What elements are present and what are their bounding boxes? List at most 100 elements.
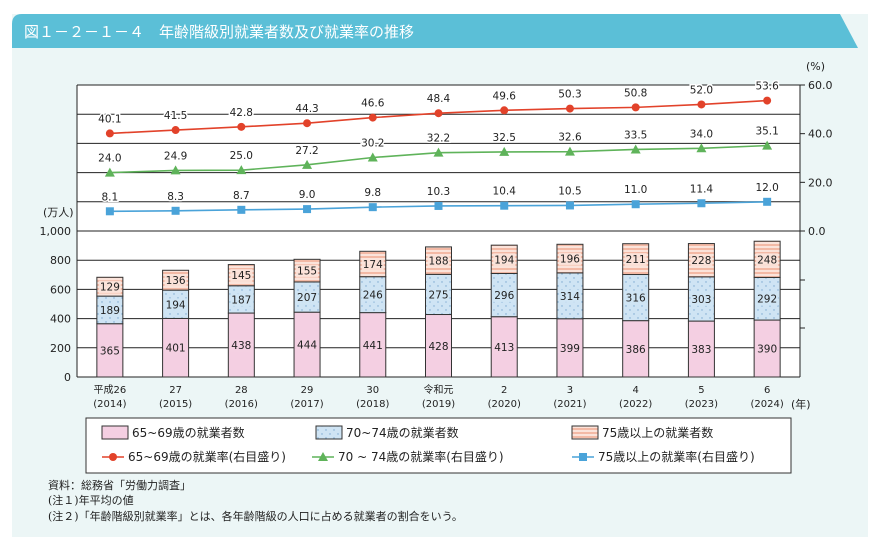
chart-title: 図１－２－１－４ 年齢階級別就業者数及び就業率の推移 xyxy=(24,23,414,41)
rate-value-label: 44.3 xyxy=(295,103,318,115)
rate-value-label: 50.3 xyxy=(558,89,581,101)
rate-75-plus-point xyxy=(368,203,377,212)
rate-value-label: 40.1 xyxy=(98,113,121,125)
rate-70-74-point xyxy=(630,144,641,154)
x-tick-year: (2014) xyxy=(93,399,126,410)
rate-65-69-legend-label: 65~69歳の就業率(右目盛り) xyxy=(128,449,286,464)
rate-value-label: 10.3 xyxy=(427,186,450,198)
rate-65-69-point xyxy=(631,103,640,112)
bar-value-label: 129 xyxy=(100,282,120,294)
rate-65-69-point xyxy=(500,106,509,115)
rate-value-label: 30.2 xyxy=(361,138,384,150)
bar-value-label: 386 xyxy=(626,344,646,356)
bar-label-bg xyxy=(427,339,450,353)
rate-75-plus-point xyxy=(500,201,509,210)
rate-70-74-point xyxy=(762,140,773,150)
rate-70-74-point xyxy=(302,159,313,169)
bar-value-label: 174 xyxy=(363,259,383,271)
rate-65-69-point xyxy=(434,109,443,118)
rate-65-69-point xyxy=(171,126,180,135)
rate-70-74-point xyxy=(170,165,181,175)
bar-70-74-legend-swatch xyxy=(315,425,343,440)
bar-value-label: 296 xyxy=(494,290,514,302)
x-tick-label: 28 xyxy=(235,385,248,396)
bar-label-bg xyxy=(624,342,647,356)
rate-value-label: 35.1 xyxy=(755,126,778,138)
bar-value-label: 211 xyxy=(626,254,646,266)
rate-value-label: 42.8 xyxy=(230,107,253,119)
rate-75-plus-point xyxy=(631,200,640,209)
left-tick-label: 0 xyxy=(64,371,71,384)
rate-70-74-point xyxy=(564,146,575,156)
bar-value-label: 303 xyxy=(691,294,711,306)
bar-label-bg xyxy=(493,289,516,303)
rate-75-plus-point xyxy=(763,197,772,206)
rate-value-label: 32.6 xyxy=(558,132,582,144)
bar-65-69-legend-swatch xyxy=(101,425,129,440)
rate-value-label: 10.4 xyxy=(493,186,517,198)
right-tick-label: 20.0 xyxy=(808,176,833,189)
x-tick-label: 令和元 xyxy=(424,383,454,396)
bar-value-label: 383 xyxy=(691,344,711,356)
rate-70-74-point xyxy=(499,146,510,156)
bar-label-bg xyxy=(493,340,516,354)
bar-value-label: 314 xyxy=(560,291,580,303)
bar-label-bg xyxy=(164,298,187,312)
x-tick-year: (2024) xyxy=(751,399,784,410)
bar-label-bg xyxy=(690,343,713,357)
bar-label-bg xyxy=(361,288,384,302)
rate-65-69-point xyxy=(565,104,574,113)
bar-value-label: 155 xyxy=(297,266,317,278)
rate-value-label: 9.0 xyxy=(299,189,316,201)
rate-75-plus-point xyxy=(303,205,312,214)
x-tick-label: 4 xyxy=(632,385,638,396)
rate-value-label: 24.9 xyxy=(164,150,187,162)
bar-value-label: 365 xyxy=(100,345,120,357)
bar-label-bg xyxy=(296,338,319,352)
rate-value-label: 27.2 xyxy=(295,145,318,157)
bar-value-label: 444 xyxy=(297,340,317,352)
bar-label-bg xyxy=(624,291,647,305)
rate-value-label: 32.5 xyxy=(493,132,516,144)
bar-label-bg xyxy=(296,291,319,305)
rate-70-74-point xyxy=(433,147,444,157)
bar-label-bg xyxy=(230,339,253,353)
rate-value-label: 8.3 xyxy=(167,191,184,203)
bar-value-label: 390 xyxy=(757,344,777,356)
bar-label-bg xyxy=(164,341,187,355)
bar-value-label: 428 xyxy=(428,341,448,353)
x-tick-label: 2 xyxy=(501,385,507,396)
bar-label-bg xyxy=(164,274,187,288)
rate-70-74-point xyxy=(367,152,378,162)
rate-value-label: 48.4 xyxy=(427,93,451,105)
right-axis-unit: (%) xyxy=(806,60,825,73)
rate-value-label: 34.0 xyxy=(690,128,713,140)
x-tick-year: (2018) xyxy=(356,399,389,410)
rate-value-label: 11.4 xyxy=(690,183,714,195)
rate-value-label: 33.5 xyxy=(624,129,647,141)
rate-75-plus-point xyxy=(237,205,246,214)
x-tick-year: (2019) xyxy=(422,399,455,410)
right-tick-label: 0.0 xyxy=(808,225,826,238)
bar-label-bg xyxy=(756,253,779,267)
title-bar xyxy=(12,14,858,48)
left-tick-label: 600 xyxy=(50,283,71,296)
rate-65-69-point xyxy=(368,113,377,122)
left-tick-label: 400 xyxy=(50,313,71,326)
bar-label-bg xyxy=(558,252,581,266)
rate-value-label: 11.0 xyxy=(624,184,647,196)
left-tick-label: 800 xyxy=(50,254,71,267)
rate-value-label: 8.1 xyxy=(102,191,119,203)
rate-value-label: 32.2 xyxy=(427,133,450,145)
bar-value-label: 194 xyxy=(494,254,514,266)
x-tick-label: 27 xyxy=(169,385,182,396)
bar-value-label: 207 xyxy=(297,292,317,304)
bar-label-bg xyxy=(427,254,450,268)
rate-70-74-point xyxy=(696,143,707,153)
rate-65-69-point xyxy=(697,100,706,109)
left-tick-label: 200 xyxy=(50,342,71,355)
rate-value-label: 25.0 xyxy=(230,150,253,162)
bar-label-bg xyxy=(230,269,253,283)
bar-value-label: 189 xyxy=(100,305,120,317)
